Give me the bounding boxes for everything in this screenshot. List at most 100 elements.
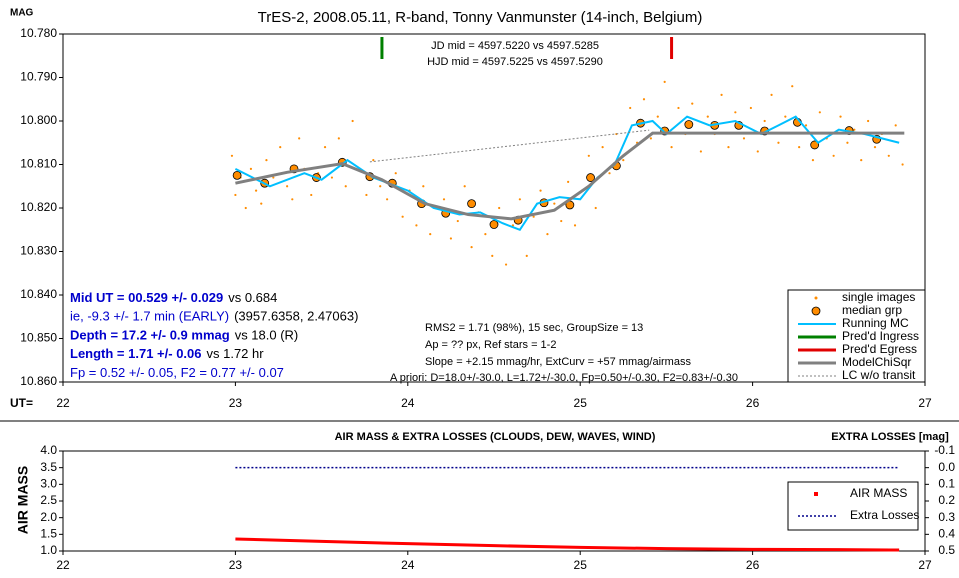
data-dot: [734, 111, 737, 114]
legend-swatch: [814, 296, 818, 300]
data-dot: [860, 159, 863, 162]
data-dot: [323, 146, 327, 149]
data-dot: [442, 198, 446, 201]
x-tick-label: 24: [401, 396, 415, 410]
data-dot: [265, 159, 268, 162]
data-dot: [677, 106, 680, 110]
info-part: vs 1.72 hr: [207, 347, 265, 362]
data-dot: [298, 137, 301, 140]
legend-label: ModelChiSqr: [842, 355, 911, 369]
data-dot: [622, 159, 625, 162]
data-dot: [279, 146, 282, 149]
info-line: Fp = 0.52 +/- 0.05, F2 = 0.77 +/- 0.07: [70, 365, 284, 380]
data-dot: [642, 98, 646, 101]
data-dot: [337, 137, 340, 140]
data-dot: [649, 137, 652, 140]
data-dot: [456, 219, 459, 223]
y2-tick-label: 0.2: [938, 493, 955, 507]
data-dot: [518, 198, 521, 201]
y-tick-label: 10.780: [20, 26, 57, 40]
info-part: vs 18.0 (R): [235, 328, 299, 343]
data-dot: [867, 119, 870, 123]
y-tick-label: 10.840: [20, 287, 57, 301]
y2-tick-label: 0.0: [938, 460, 955, 474]
data-dot: [784, 115, 787, 118]
legend-label: single images: [842, 290, 915, 304]
legend-label: Pred'd Egress: [842, 342, 917, 356]
data-dot: [351, 119, 354, 123]
data-dot: [601, 146, 604, 149]
data-dot: [272, 176, 275, 179]
y-tick-label: 10.820: [20, 200, 57, 214]
y-axis-label: MAG: [10, 8, 34, 19]
data-dot: [372, 159, 375, 162]
info-part: Mid UT = 00.529 +/- 0.029: [70, 290, 223, 305]
data-dot: [699, 150, 702, 153]
data-dot: [560, 219, 563, 223]
data-dot: [749, 106, 752, 110]
legend-box: [787, 481, 919, 531]
data-marker: [810, 140, 820, 150]
chart-title: TrES-2, 2008.05.11, R-band, Tonny Vanmun…: [258, 9, 703, 26]
data-dot: [249, 167, 253, 170]
annotation: HJD mid = 4597.5225 vs 4597.5290: [427, 56, 603, 68]
data-marker: [232, 170, 242, 180]
legend-label: median grp: [842, 303, 902, 317]
data-dot: [901, 163, 904, 166]
y-axis-label: AIR MASS: [15, 466, 31, 534]
data-dot: [663, 80, 666, 83]
data-dot: [756, 150, 759, 153]
y2-axis-label: EXTRA LOSSES [mag]: [831, 431, 949, 443]
x-tick-label: 23: [229, 558, 243, 572]
y-tick-label: 2.5: [40, 493, 57, 507]
data-dot: [234, 193, 237, 197]
stats-line: Ap = ?? px, Ref stars = 1-2: [425, 339, 556, 351]
stats-line: A priori: D=18.0+/-30.0, L=1.72+/-30.0, …: [390, 372, 738, 384]
data-dot: [720, 93, 723, 96]
info-part: Length = 1.71 +/- 0.06: [70, 347, 202, 362]
x-tick-label: 25: [574, 396, 588, 410]
data-marker: [467, 199, 476, 209]
info-line: Depth = 17.2 +/- 0.9 mmag vs 18.0 (R): [70, 328, 298, 343]
data-dot: [504, 263, 508, 266]
data-dot: [525, 254, 528, 257]
y2-tick-label: 0.3: [938, 510, 955, 524]
info-part: ie, -9.3 +/- 1.7 min (EARLY): [70, 309, 229, 324]
data-dot: [770, 93, 773, 96]
y2-tick-label: 0.1: [938, 477, 955, 491]
data-dot: [260, 202, 263, 205]
info-part: Depth = 17.2 +/- 0.9 mmag: [70, 328, 230, 343]
data-dot: [742, 137, 746, 140]
info-part: Fp = 0.52 +/- 0.05, F2 = 0.77 +/- 0.07: [70, 365, 284, 380]
data-dot: [546, 233, 549, 236]
data-line: [369, 129, 650, 163]
data-dot: [470, 246, 473, 249]
data-dot: [798, 146, 801, 149]
data-dot: [401, 215, 404, 218]
data-dot: [230, 154, 234, 157]
x-tick-label: 24: [401, 558, 415, 572]
stats-line: RMS2 = 1.71 (98%), 15 sec, GroupSize = 1…: [425, 322, 643, 334]
info-line: ie, -9.3 +/- 1.7 min (EARLY) (3957.6358, …: [70, 309, 358, 324]
y-tick-label: 10.860: [20, 374, 57, 388]
x-tick-label: 22: [56, 396, 70, 410]
data-dot: [379, 185, 382, 188]
y-tick-label: 10.830: [20, 244, 57, 258]
legend-label: Extra Losses: [850, 508, 919, 522]
data-dot: [422, 185, 425, 188]
data-dot: [608, 172, 611, 175]
x-tick-label: 22: [56, 558, 70, 572]
y-tick-label: 3.0: [40, 477, 57, 491]
data-dot: [873, 146, 877, 149]
data-dot: [587, 154, 590, 157]
data-dot: [567, 180, 570, 183]
data-dot: [887, 154, 890, 157]
data-line: [235, 131, 905, 221]
y-tick-label: 10.850: [20, 331, 57, 345]
data-dot: [244, 206, 247, 210]
x-tick-label: 25: [574, 558, 588, 572]
data-marker: [684, 120, 694, 129]
y-tick-label: 2.0: [40, 510, 57, 524]
data-dot: [804, 124, 808, 127]
data-line: [235, 537, 900, 552]
